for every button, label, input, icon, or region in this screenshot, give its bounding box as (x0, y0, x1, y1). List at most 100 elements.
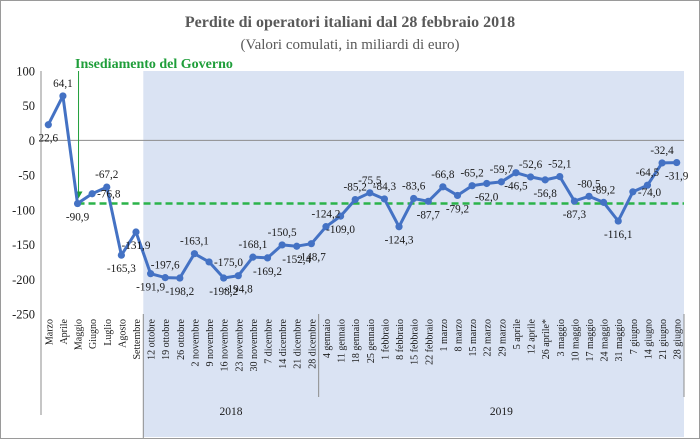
data-label: 22,6 (39, 133, 59, 145)
x-tick-label: 25 gennaio (366, 319, 377, 363)
x-tick-label: Marzo (44, 319, 55, 345)
x-tick-label: Agosto (117, 319, 128, 348)
data-label: -65,2 (460, 168, 483, 180)
x-tick-label: 30 novembre (249, 318, 260, 371)
data-point (176, 274, 184, 282)
x-tick-label: 15 febbraio (410, 319, 421, 365)
data-label: -84,3 (373, 181, 397, 193)
x-tick-label: 8 marzo (453, 319, 464, 352)
data-label: -75,5 (358, 175, 382, 187)
y-tick-label: -100 (12, 203, 35, 217)
y-tick-label: -250 (12, 308, 35, 322)
x-tick-label: 28 giugno (673, 319, 684, 359)
x-tick-label: 4 gennaio (322, 319, 333, 358)
data-point (395, 223, 403, 231)
x-tick-label: 23 novembre (234, 318, 245, 371)
x-tick-label: 16 novembre (220, 318, 231, 371)
data-point (293, 242, 301, 250)
x-tick-label: 17 maggio (585, 319, 596, 362)
data-label: -163,1 (180, 236, 209, 248)
y-tick-label: -150 (12, 238, 35, 252)
data-label: -74,0 (638, 187, 662, 199)
data-label: -89,2 (592, 184, 615, 196)
data-point (483, 179, 491, 188)
x-tick-label: 21 giugno (658, 319, 669, 359)
data-label: -83,6 (402, 180, 426, 192)
x-tick-label: 29 marzo (497, 319, 508, 357)
x-tick-label: Luglio (103, 319, 114, 346)
x-tick-label: Settembre (132, 318, 143, 359)
data-label: -52,1 (548, 159, 571, 171)
data-point (322, 223, 330, 231)
x-tick-label: 12 ottobre (147, 318, 158, 359)
data-point (643, 181, 652, 189)
y-tick-label: -50 (18, 169, 35, 183)
data-label: -79,2 (446, 203, 469, 215)
data-label: -131,9 (122, 240, 151, 252)
y-tick-label: 50 (23, 99, 36, 113)
data-point (44, 121, 52, 129)
data-point (351, 195, 359, 204)
data-label: -90,9 (66, 212, 90, 224)
data-point (410, 194, 418, 203)
data-label: -67,2 (95, 169, 118, 181)
x-tick-label: 22 marzo (483, 319, 494, 357)
y-tick-label: 100 (16, 65, 35, 79)
annotation-label: Insediamento del Governo (75, 57, 233, 72)
x-tick-label: 12 aprile (527, 318, 538, 354)
x-tick-label: Giugno (88, 319, 99, 349)
data-label: -198,2 (209, 286, 238, 298)
x-tick-label: 1 marzo (439, 319, 450, 352)
data-label: -66,8 (431, 169, 455, 181)
data-label: -85,2 (344, 182, 367, 194)
data-point (132, 228, 140, 236)
data-point (161, 274, 169, 282)
data-label: -198,2 (165, 286, 194, 298)
data-point (366, 189, 374, 197)
data-point (307, 240, 315, 248)
data-label: -52,6 (519, 159, 543, 171)
x-tick-label: 9 novembre (205, 318, 216, 366)
chart-title: Perdite di operatori italiani dal 28 feb… (185, 14, 515, 31)
data-label: -109,0 (326, 224, 355, 236)
x-tick-label: 2 novembre (190, 318, 201, 366)
data-point (453, 191, 462, 200)
year-label: 2019 (490, 406, 513, 418)
data-label: 64,1 (53, 78, 73, 90)
x-tick-label: 10 maggio (570, 319, 581, 362)
data-label: -191,9 (136, 282, 165, 294)
x-tick-label: 3 maggio (556, 319, 567, 357)
data-point (439, 183, 447, 191)
x-tick-label: 18 gennaio (351, 319, 362, 363)
x-tick-label: 26 ottobre (176, 318, 187, 359)
data-point (336, 212, 345, 220)
x-tick-label: 28 dicembre (307, 318, 318, 368)
data-point (205, 258, 213, 266)
data-point (73, 199, 82, 208)
data-label: -124,2 (312, 209, 341, 221)
data-point (673, 158, 681, 167)
data-label: -150,5 (268, 227, 297, 239)
data-point (541, 176, 549, 184)
x-tick-label: 8 febbraio (395, 319, 406, 360)
x-tick-label: 7 dicembre (264, 318, 275, 363)
data-point (88, 190, 96, 198)
data-label: -56,8 (534, 188, 558, 200)
data-label: -197,6 (151, 260, 180, 272)
axes: 100 50 0 -50 -100 -150 -200 -250 (12, 65, 685, 438)
x-tick-label: 22 febbraio (424, 319, 435, 365)
shaded-region (143, 71, 684, 437)
data-label: -80,5 (577, 178, 601, 190)
data-point (570, 197, 578, 205)
data-label: -64,5 (636, 167, 660, 179)
data-label: -148,7 (297, 252, 326, 264)
series-group (44, 92, 681, 282)
data-point (658, 159, 666, 167)
data-label: -194,8 (224, 284, 253, 296)
x-tick-label: 21 dicembre (293, 318, 304, 368)
x-tick-label: 14 giugno (643, 319, 654, 359)
data-point (600, 198, 608, 206)
data-label: -168,1 (238, 239, 267, 251)
